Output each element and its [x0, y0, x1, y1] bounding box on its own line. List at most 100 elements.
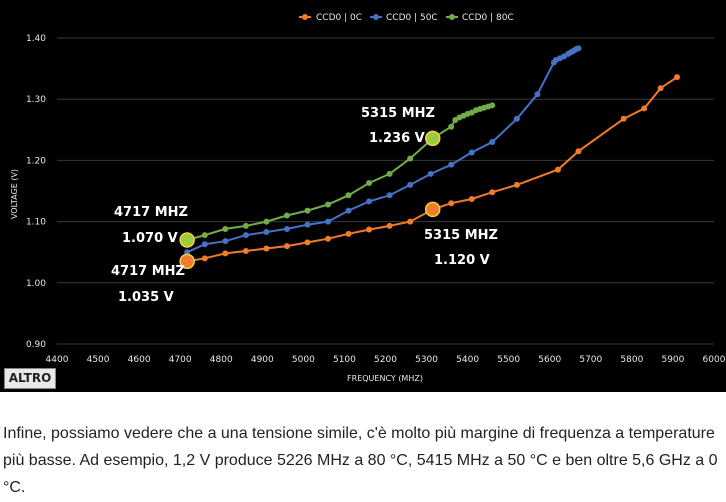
x-tick-label: 6000: [703, 355, 726, 365]
data-point: [283, 243, 290, 250]
data-point: [620, 115, 627, 122]
annotation-frequency: 5315 MHZ: [424, 228, 498, 243]
data-point: [534, 91, 541, 98]
x-tick-label: 5300: [415, 355, 438, 365]
data-point: [657, 85, 664, 92]
legend-label: CCD0 | 0C: [316, 13, 362, 23]
x-tick-label: 4900: [251, 355, 274, 365]
annotation-voltage: 1.236 V: [369, 131, 425, 146]
annotation-frequency: 5315 MHZ: [361, 106, 435, 121]
x-tick-label: 4500: [87, 355, 110, 365]
data-point: [366, 198, 373, 205]
annotation-voltage: 1.035 V: [118, 290, 174, 305]
annotation-frequency: 4717 MHZ: [114, 205, 188, 220]
x-tick-label: 4400: [46, 355, 69, 365]
data-point: [304, 207, 311, 214]
data-point: [345, 230, 352, 237]
caption-paragraph: Infine, possiamo vedere che a una tensio…: [3, 425, 718, 496]
data-point: [283, 212, 290, 219]
data-point: [242, 222, 249, 229]
x-tick-label: 5800: [620, 355, 643, 365]
x-axis-title: FREQUENCY (MHZ): [347, 374, 423, 383]
legend-swatch-dot: [302, 14, 308, 20]
data-point: [489, 189, 496, 196]
data-point: [222, 225, 229, 232]
legend-swatch-dot: [449, 14, 455, 20]
x-tick-label: 5400: [456, 355, 479, 365]
data-point: [554, 166, 561, 173]
data-point: [304, 221, 311, 228]
annotation-voltage: 1.070 V: [122, 231, 178, 246]
x-tick-label: 4700: [169, 355, 192, 365]
y-tick-label: 1.40: [26, 34, 46, 44]
legend-label: CCD0 | 50C: [386, 13, 438, 23]
data-point: [575, 45, 582, 52]
annotation-voltage: 1.120 V: [434, 253, 490, 268]
data-point: [448, 161, 455, 168]
x-tick-label: 4600: [128, 355, 151, 365]
legend-label: CCD0 | 80C: [462, 13, 514, 23]
legend-swatch-dot: [373, 14, 379, 20]
highlight-marker: [424, 130, 441, 147]
data-point: [575, 148, 582, 155]
altro-badge[interactable]: ALTRO: [4, 368, 56, 389]
x-tick-label: 5200: [374, 355, 397, 365]
data-point: [325, 201, 332, 208]
data-point: [201, 241, 208, 248]
series-line: [186, 104, 493, 241]
data-point: [242, 247, 249, 254]
data-point: [674, 74, 681, 81]
y-tick-label: 1.00: [26, 279, 46, 289]
data-point: [345, 192, 352, 199]
y-axis-title: VOLTAGE (V): [10, 169, 19, 219]
data-point: [283, 225, 290, 232]
data-point: [222, 250, 229, 257]
highlight-layer: 4717 MHZ 1.035 V 4717 MHZ 1.070 V 5315 MHZ 1.…: [111, 106, 498, 305]
y-tick-label: 0.90: [26, 340, 46, 350]
data-point: [386, 170, 393, 177]
x-tick-label: 5600: [538, 355, 561, 365]
data-point: [366, 226, 373, 233]
data-point: [345, 207, 352, 214]
grid-layer: [57, 37, 714, 345]
legend: CCD0 | 0C CCD0 | 50C CCD0 | 80C: [299, 13, 514, 23]
y-tick-label: 1.20: [26, 156, 46, 166]
x-tick-label: 5700: [579, 355, 602, 365]
chart-panel: 0.90 1.00 1.10 1.20 1.30 1.40 4400 4500 4600 4700…: [0, 0, 726, 392]
data-point: [201, 255, 208, 262]
data-point: [242, 232, 249, 239]
y-tick-label: 1.10: [26, 218, 46, 228]
highlight-marker: [179, 253, 195, 270]
data-point: [407, 181, 414, 188]
data-point: [325, 235, 332, 242]
x-tick-label: 5000: [292, 355, 315, 365]
data-point: [201, 232, 208, 239]
data-point: [489, 102, 496, 109]
data-point: [184, 249, 191, 256]
highlight-marker: [179, 232, 195, 248]
highlight-marker: [424, 201, 441, 218]
data-point: [263, 229, 270, 236]
axis-layer: 0.90 1.00 1.10 1.20 1.30 1.40 4400 4500 4600 4700…: [26, 34, 726, 365]
y-tick-label: 1.30: [26, 95, 46, 105]
data-point: [513, 181, 520, 188]
data-point: [448, 123, 455, 130]
data-point: [448, 200, 455, 207]
voltage-frequency-chart: 0.90 1.00 1.10 1.20 1.30 1.40 4400 4500 4600 4700…: [10, 13, 726, 383]
data-point: [468, 195, 475, 202]
data-point: [489, 139, 496, 146]
data-point: [386, 222, 393, 229]
data-point: [263, 218, 270, 225]
data-point: [468, 149, 475, 156]
x-tick-label: 5100: [333, 355, 356, 365]
data-point: [407, 155, 414, 162]
annotation-frequency: 4717 MHZ: [111, 264, 185, 279]
data-point: [325, 218, 332, 225]
data-point: [513, 115, 520, 122]
x-tick-label: 4800: [210, 355, 233, 365]
data-point: [407, 218, 414, 225]
data-point: [222, 238, 229, 245]
x-tick-label: 5500: [497, 355, 520, 365]
data-point: [427, 170, 434, 177]
x-tick-label: 5900: [661, 355, 684, 365]
